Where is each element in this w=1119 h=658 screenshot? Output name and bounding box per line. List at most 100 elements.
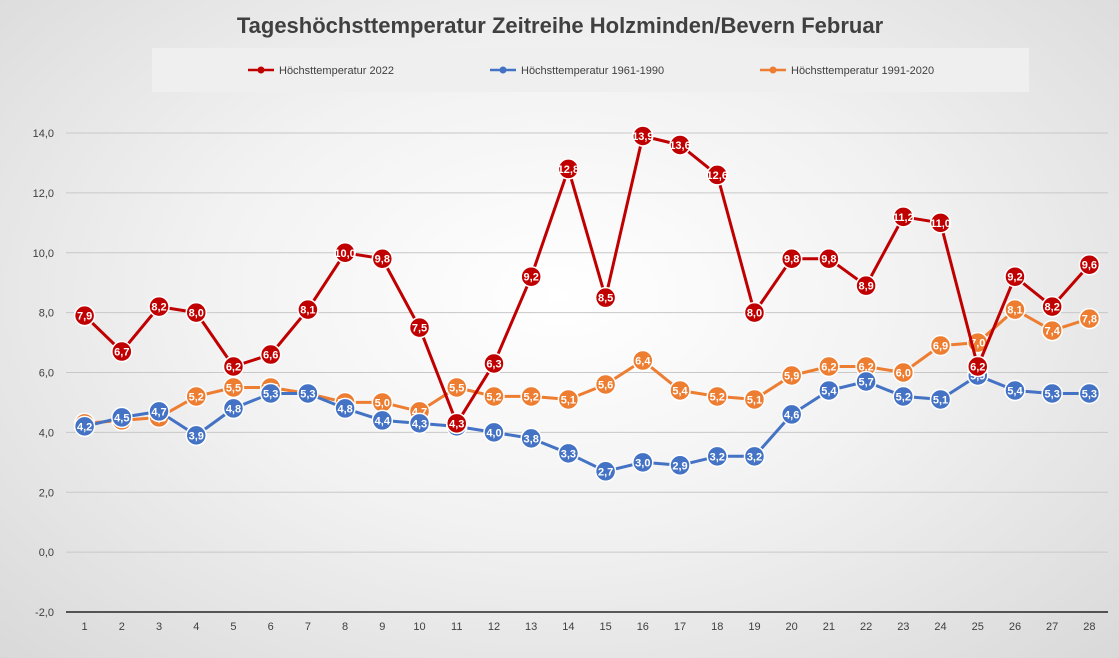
data-point	[967, 355, 989, 378]
y-tick-label: 10,0	[33, 248, 54, 260]
data-label: 5,2	[189, 391, 204, 403]
data-label: 5,1	[933, 394, 948, 406]
data-point	[185, 301, 207, 324]
data-label: 8,0	[189, 308, 204, 320]
data-label: 7,9	[77, 311, 92, 323]
data-point	[297, 382, 319, 405]
x-tick-label: 24	[934, 621, 946, 633]
legend-item: Höchsttemperatur 1961-1990	[490, 65, 664, 77]
data-point	[594, 373, 617, 396]
data-point	[929, 388, 952, 411]
data-label: 2,7	[598, 466, 613, 478]
data-label: 6,4	[635, 356, 651, 368]
data-label: 5,7	[858, 376, 873, 388]
data-point	[1078, 307, 1101, 330]
data-label: 6,3	[486, 359, 501, 371]
data-point	[743, 445, 766, 468]
y-tick-label: 6,0	[39, 368, 54, 380]
data-label: 5,3	[1082, 388, 1097, 400]
data-point	[855, 370, 877, 393]
data-label: 5,1	[561, 394, 576, 406]
data-label: 4,8	[226, 403, 241, 415]
data-point	[148, 295, 170, 318]
data-point	[743, 388, 766, 411]
series-group: 7,9 6,7 8,2 8,0 6,2 6,6 8,1 10,0 9,8 7,5 4,3 6,3 9,2…	[73, 125, 1101, 435]
series-group: 4,24,54,73,94,85,35,34,84,44,34,24,03,83…	[73, 364, 1101, 483]
data-point	[73, 304, 96, 327]
x-tick-label: 2	[119, 621, 125, 633]
data-point	[594, 286, 617, 309]
data-label: 6,2	[970, 362, 985, 374]
data-label: 5,3	[300, 388, 315, 400]
data-label: 7,5	[412, 323, 427, 335]
x-tick-label: 13	[525, 621, 537, 633]
x-tick-label: 5	[230, 621, 236, 633]
x-tick-label: 11	[451, 621, 462, 633]
data-point	[594, 460, 617, 483]
x-tick-label: 18	[711, 621, 723, 633]
data-label: 9,8	[375, 254, 390, 266]
data-point	[185, 385, 207, 408]
data-label: 5,3	[263, 388, 278, 400]
data-label: 4,3	[449, 418, 464, 430]
data-label: 5,2	[486, 391, 501, 403]
data-label: 8,2	[1045, 302, 1060, 314]
data-point	[483, 385, 505, 408]
data-label: 3,2	[710, 451, 725, 463]
data-point	[520, 265, 542, 288]
data-point	[520, 427, 542, 450]
y-tick-label: 4,0	[39, 427, 54, 439]
data-label: 4,5	[114, 412, 129, 424]
data-label: 4,0	[486, 427, 501, 439]
data-point	[632, 125, 654, 147]
data-point	[408, 316, 431, 339]
data-label: 3,2	[747, 451, 762, 463]
data-point	[111, 340, 133, 363]
data-point	[483, 352, 505, 375]
data-label: 3,3	[561, 448, 576, 460]
data-point	[259, 343, 282, 366]
x-tick-label: 22	[860, 621, 872, 633]
legend-item: Höchsttemperatur 2022	[248, 65, 394, 77]
legend-label: Höchsttemperatur 1991-2020	[791, 65, 934, 77]
y-tick-label: 0,0	[39, 547, 54, 559]
data-point	[1004, 265, 1026, 288]
data-point	[892, 385, 915, 408]
legend: Höchsttemperatur 2022 Höchsttemperatur 19…	[248, 65, 934, 77]
data-label: 6,6	[263, 350, 278, 362]
data-label: 5,3	[1045, 388, 1060, 400]
data-label: 6,2	[821, 362, 836, 374]
data-point	[334, 397, 356, 420]
data-point	[1078, 382, 1101, 405]
data-point	[73, 415, 96, 438]
data-point	[222, 355, 245, 378]
chart-title: Tageshöchsttemperatur Zeitreihe Holzmind…	[237, 13, 884, 38]
data-point	[111, 406, 133, 429]
data-point	[632, 451, 654, 474]
data-point	[1004, 379, 1026, 402]
x-tick-label: 9	[379, 621, 385, 633]
data-label: 3,8	[524, 433, 539, 445]
data-label: 5,2	[710, 391, 725, 403]
legend-marker	[769, 66, 777, 74]
data-point	[557, 158, 580, 180]
legend-label: Höchsttemperatur 2022	[279, 65, 394, 77]
x-tick-label: 16	[637, 621, 649, 633]
x-tick-label: 6	[268, 621, 274, 633]
data-point	[446, 376, 468, 399]
x-tick-label: 17	[674, 621, 686, 633]
x-tick-label: 23	[897, 621, 909, 633]
x-tick-label: 12	[488, 621, 500, 633]
data-label: 5,4	[1007, 385, 1023, 397]
data-label: 13,9	[632, 131, 653, 143]
y-tick-label: -2,0	[35, 607, 54, 619]
y-tick-label: 8,0	[39, 308, 54, 320]
legend-label: Höchsttemperatur 1961-1990	[521, 65, 664, 77]
data-point	[780, 247, 803, 270]
x-tick-label: 27	[1046, 621, 1058, 633]
data-point	[892, 206, 915, 228]
data-label: 6,2	[858, 362, 873, 374]
data-point	[929, 212, 952, 234]
data-label: 8,2	[151, 302, 166, 314]
